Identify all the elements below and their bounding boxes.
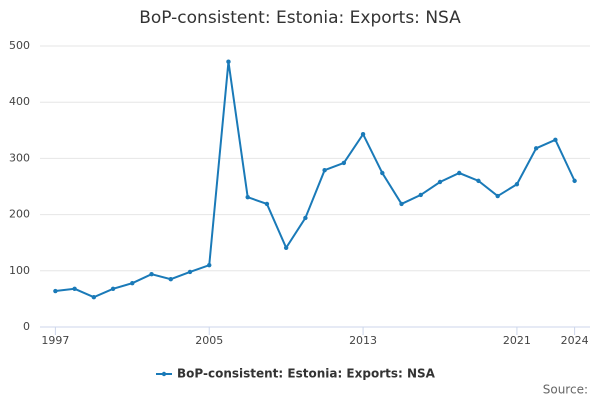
y-tick-label: 100: [9, 264, 30, 277]
y-tick-label: 500: [9, 39, 30, 52]
chart-title: BoP-consistent: Estonia: Exports: NSA: [139, 8, 461, 28]
point: [130, 280, 135, 286]
point: [110, 286, 116, 291]
point: [283, 245, 289, 250]
point: [322, 168, 327, 173]
y-tick-label: 300: [9, 151, 30, 164]
point: [245, 194, 250, 200]
x-tick-label: 1997: [41, 334, 69, 347]
y-tick-label: 200: [9, 208, 30, 221]
x-tick-label: 2005: [195, 334, 223, 347]
point: [264, 201, 270, 207]
point: [572, 178, 577, 184]
point: [553, 137, 558, 143]
point: [207, 262, 212, 268]
point: [91, 295, 97, 300]
y-tick-label: 0: [23, 320, 30, 333]
legend-label: BoP-consistent: Estonia: Exports: NSA: [177, 367, 436, 381]
point: [457, 170, 462, 176]
point: [303, 215, 308, 221]
point: [418, 192, 423, 198]
point: [533, 146, 539, 151]
point: [380, 170, 385, 176]
source: Source:: [543, 383, 588, 397]
y-tick-label: 400: [9, 95, 30, 108]
point: [168, 277, 173, 282]
point: [187, 269, 193, 275]
point: [226, 59, 231, 64]
x-tick-label: 2021: [503, 334, 531, 347]
point: [399, 201, 404, 207]
point: [495, 193, 500, 199]
point: [514, 182, 520, 187]
point: [476, 178, 481, 184]
point: [53, 288, 58, 294]
point: [72, 286, 77, 291]
x-tick-label: 2013: [349, 334, 377, 347]
point: [149, 271, 154, 277]
x-tick-label: 2024: [561, 334, 589, 347]
point: [437, 179, 443, 185]
point: [341, 160, 347, 166]
line: [55, 61, 576, 299]
point: [360, 132, 366, 137]
legend-symbol: [161, 371, 167, 377]
